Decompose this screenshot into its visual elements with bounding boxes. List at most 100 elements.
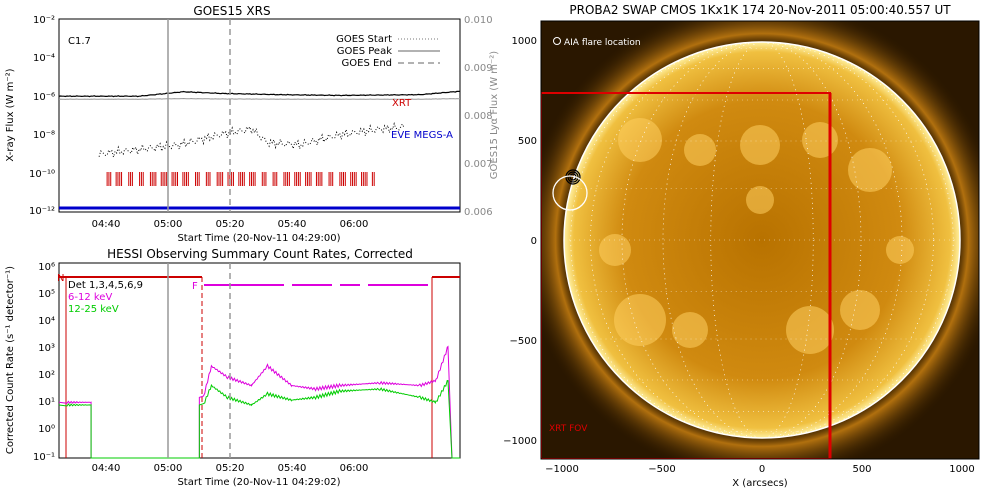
goes-ylabel-left: X-ray Flux (W m⁻²) [5,68,16,161]
swap-frame [540,20,980,460]
swap-active-region [740,125,780,165]
goes-ylabel-right: GOES15 Lyα Flux (W m⁻²) [489,51,500,179]
goes-xtick: 05:20 [216,219,245,230]
hessi-xtick: 05:40 [278,463,307,474]
hessi-xtick: 05:00 [154,463,183,474]
swap-ytick: 0 [531,236,537,247]
swap-title: PROBA2 SWAP CMOS 1Kx1K 174 20-Nov-2011 0… [569,3,951,17]
hessi-legend-det: Det 1,3,4,5,6,9 [68,280,143,291]
goes-panel: GOES15 XRS C1.7 GOES Start GOES Peak GOE… [5,4,500,244]
hessi-xtick: 05:20 [216,463,245,474]
swap-annotation-marker [553,37,561,45]
hessi-ylabel: Corrected Count Rate (s⁻¹ detector⁻¹) [5,266,16,454]
hessi-y-axis: 10⁶ 10⁵ 10⁴ 10³ 10² 10¹ 10⁰ 10⁻¹ [33,262,55,463]
goes-ytick: 10⁻² [33,15,55,26]
goes-right-axis: 0.010 0.009 0.008 0.007 0.006 [464,15,493,218]
swap-fov-label: XRT FOV [549,424,588,434]
swap-xtick: −1000 [545,464,579,475]
swap-x-axis: −1000 −500 0 500 1000 [545,464,975,475]
hessi-panel: HESSI Observing Summary Count Rates, Cor… [5,247,461,488]
swap-panel: PROBA2 SWAP CMOS 1Kx1K 174 20-Nov-2011 0… [503,3,980,489]
swap-image: AIA flare location XRT FOV [541,21,979,459]
hessi-n-flag: N [57,273,64,284]
swap-active-region [746,186,774,214]
swap-grid-longitude [662,41,862,439]
hessi-xlabel: Start Time (20-Nov-11 04:29:02) [177,477,340,488]
hessi-ytick: 10³ [38,343,55,354]
swap-active-region [614,294,666,346]
swap-active-region [786,306,834,354]
swap-grid-longitude [570,41,954,439]
goes-left-axis: 10⁻² 10⁻⁴ 10⁻⁶ 10⁻⁸ 10⁻¹⁰ 10⁻¹² [29,15,55,217]
goes-ytick: 10⁻⁴ [33,53,55,64]
swap-grid-longitude [621,41,903,439]
swap-active-regions [599,118,914,354]
goes-legend-start: GOES Start [336,34,392,45]
goes-title: GOES15 XRS [193,4,270,18]
swap-active-region [848,148,892,192]
hessi-ytick: 10⁴ [38,316,55,327]
hessi-legend-low: 6-12 keV [68,292,112,303]
goes-x-axis: 04:40 05:00 05:20 05:40 06:00 [92,219,369,230]
goes-right-ytick: 0.009 [464,63,493,74]
swap-xtick: −500 [648,464,675,475]
swap-aia-flare-circle [552,175,588,211]
swap-ytick: −500 [510,336,537,347]
goes-right-ytick: 0.007 [464,159,493,170]
swap-xlabel: X (arcsecs) [732,478,788,489]
goes-xtick: 04:40 [92,219,121,230]
swap-active-region [684,134,716,166]
goes-legend: GOES Start GOES Peak GOES End [336,34,440,69]
hessi-plot-frame [58,262,461,459]
swap-heliographic-grid [564,41,960,439]
goes-ytick: 10⁻¹⁰ [29,169,55,180]
hessi-12-25kev-line [58,379,460,459]
goes-xrt-label: XRT [392,98,412,109]
swap-active-region [840,290,880,330]
goes-ytick: 10⁻⁸ [33,130,55,141]
hessi-ytick: 10¹ [38,397,55,408]
swap-ytick: 1000 [512,36,537,47]
swap-flare-contour [567,171,579,183]
swap-active-region [802,122,838,158]
hessi-ytick: 10⁵ [38,289,55,300]
swap-xtick: 500 [852,464,871,475]
hessi-legend-high: 12-25 keV [68,304,119,315]
goes-right-ytick: 0.008 [464,111,493,122]
goes-eve-label: EVE MEGS-A [391,130,453,141]
hessi-x-axis: 04:40 05:00 05:20 05:40 06:00 [92,463,369,474]
goes-eve-dotted-line [98,122,405,160]
swap-ytick: −1000 [503,436,537,447]
goes-class-label: C1.7 [68,36,91,47]
goes-right-ytick: 0.010 [464,15,493,26]
goes-right-ytick: 0.006 [464,207,493,218]
goes-legend-peak: GOES Peak [337,46,392,57]
hessi-title: HESSI Observing Summary Count Rates, Cor… [107,247,413,261]
goes-xrs-long-line [58,90,461,98]
hessi-f-flag: F [192,281,198,292]
hessi-ytick: 10⁻¹ [33,452,55,463]
swap-active-region [618,118,662,162]
swap-ytick: 500 [518,136,537,147]
goes-ytick: 10⁻⁶ [33,92,55,103]
goes-xrt-coverage-ticks [106,172,375,186]
swap-annotation: AIA flare location [564,38,641,48]
swap-active-region [599,234,631,266]
hessi-xtick: 04:40 [92,463,121,474]
hessi-6-12kev-line [58,345,460,459]
swap-xtick: 0 [759,464,765,475]
goes-xtick: 06:00 [340,219,369,230]
goes-xtick: 05:40 [278,219,307,230]
swap-active-region [886,236,914,264]
hessi-ytick: 10² [38,370,55,381]
hessi-xtick: 06:00 [340,463,369,474]
goes-xrs-short-line [58,97,461,100]
hessi-ytick: 10⁰ [38,424,55,435]
goes-xlabel: Start Time (20-Nov-11 04:29:00) [177,233,340,244]
goes-xtick: 05:00 [154,219,183,230]
goes-legend-end: GOES End [342,58,392,69]
swap-y-axis: 1000 500 0 −500 −1000 [503,36,537,447]
hessi-ytick: 10⁶ [38,262,55,273]
swap-xtick: 1000 [949,464,974,475]
